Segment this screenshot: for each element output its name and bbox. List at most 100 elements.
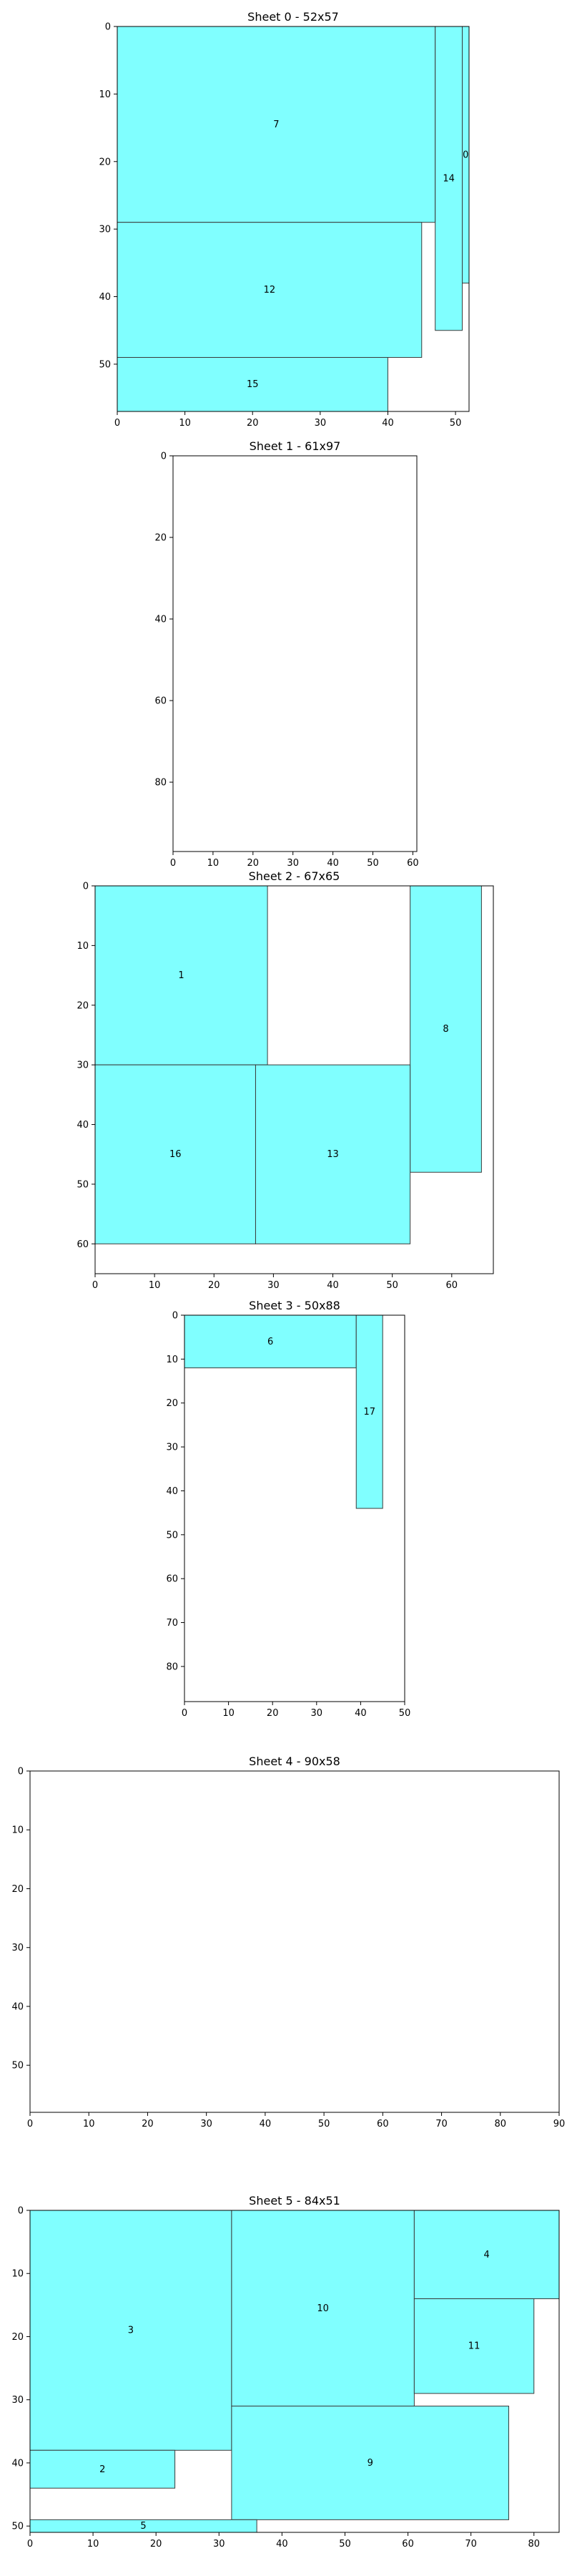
sheet-title: Sheet 3 - 50x88: [249, 1299, 340, 1312]
y-tick-label: 80: [154, 778, 167, 789]
piece-label: 7: [273, 119, 279, 130]
x-tick-label: 30: [311, 1708, 323, 1719]
x-tick-label: 0: [114, 418, 120, 429]
x-tick-label: 60: [377, 2119, 389, 2129]
piece-label: 15: [247, 379, 259, 390]
piece-label: 5: [140, 2521, 146, 2532]
y-tick-label: 50: [99, 359, 111, 370]
y-tick-label: 10: [11, 2269, 24, 2280]
y-tick-label: 20: [154, 533, 167, 544]
sheet-chart-4: Sheet 4 - 90x58 0 10 20 30 40 50 60 70 80 90 0 10 20 3…: [11, 1755, 565, 2129]
axes-frame: [184, 1314, 405, 1702]
x-tick-label: 30: [315, 418, 327, 429]
sheet-chart-3: Sheet 3 - 50x88 6 17 0 10 20 30 40 50 0 10 20 30 40 50…: [166, 1299, 410, 1719]
x-tick-label: 60: [446, 1280, 458, 1291]
sheet-title: Sheet 1 - 61x97: [250, 439, 341, 453]
y-tick-label: 30: [166, 1443, 178, 1453]
y-tick-label: 10: [99, 89, 111, 100]
piece-label: 2: [99, 2464, 105, 2475]
x-tick-label: 20: [247, 418, 259, 429]
piece-label: 9: [368, 2458, 373, 2469]
piece-rect: [231, 2406, 510, 2520]
y-tick-label: 10: [77, 941, 89, 952]
piece-label: 11: [468, 2341, 480, 2352]
axes-frame: [117, 26, 470, 412]
y-tick-label: 30: [99, 225, 111, 235]
piece-rect: [231, 2210, 415, 2407]
x-tick-label: 80: [495, 2119, 507, 2129]
y-tick-label: 40: [166, 1486, 178, 1497]
x-tick-label: 10: [149, 1280, 161, 1291]
y-tick-label: 40: [11, 2458, 24, 2469]
y-tick-label: 20: [77, 1000, 89, 1011]
axes-frame: [94, 885, 494, 1274]
piece-rect: [355, 1314, 383, 1509]
y-tick-label: 0: [18, 2206, 24, 2217]
y-tick-label: 50: [11, 2061, 24, 2072]
y-tick-label: 60: [154, 696, 167, 707]
piece-label: 8: [443, 1024, 448, 1035]
x-tick-label: 0: [27, 2539, 33, 2550]
x-tick-label: 20: [208, 1280, 220, 1291]
y-tick-label: 40: [154, 615, 167, 625]
y-tick-label: 50: [77, 1179, 89, 1190]
x-tick-label: 60: [402, 2539, 414, 2550]
x-tick-label: 10: [222, 1708, 235, 1719]
piece-label: 6: [267, 1337, 273, 1347]
x-tick-label: 50: [339, 2539, 351, 2550]
piece-label: 1: [178, 970, 184, 981]
y-tick-label: 0: [83, 882, 89, 892]
x-tick-label: 60: [407, 858, 419, 869]
axes-frame: [172, 455, 418, 852]
piece-rect: [29, 2449, 176, 2489]
x-tick-label: 50: [386, 1280, 398, 1291]
piece-rect: [435, 26, 463, 331]
x-tick-label: 50: [367, 858, 379, 869]
x-tick-label: 40: [276, 2539, 288, 2550]
sheet-title: Sheet 5 - 84x51: [249, 2194, 340, 2207]
sheet-chart-2: Sheet 2 - 67x65 1 8 16 13 0 10 20 30 40 50 60 0 10 20 3…: [77, 869, 494, 1291]
sheet-title: Sheet 4 - 90x58: [249, 1755, 340, 1768]
piece-rect: [117, 356, 388, 412]
piece-rect: [29, 2210, 232, 2451]
x-tick-label: 50: [450, 418, 462, 429]
piece-label: 16: [169, 1149, 182, 1160]
y-tick-label: 40: [11, 2001, 24, 2012]
piece-label: 10: [317, 2303, 329, 2314]
piece-label: 14: [443, 173, 455, 184]
x-tick-label: 10: [207, 858, 220, 869]
x-tick-label: 40: [260, 2119, 272, 2129]
y-tick-label: 10: [11, 1825, 24, 1836]
y-tick-label: 0: [172, 1311, 178, 1322]
x-tick-label: 0: [92, 1280, 98, 1291]
piece-rect: [184, 1314, 357, 1369]
x-tick-label: 30: [213, 2539, 225, 2550]
piece-label: 0: [463, 150, 468, 160]
x-tick-label: 50: [399, 1708, 411, 1719]
piece-label: 4: [484, 2250, 490, 2260]
x-tick-label: 90: [553, 2119, 566, 2129]
y-tick-label: 30: [11, 2395, 24, 2406]
x-tick-label: 10: [179, 418, 191, 429]
x-tick-label: 70: [465, 2539, 477, 2550]
y-tick-label: 70: [166, 1618, 178, 1629]
y-tick-label: 50: [166, 1530, 178, 1541]
x-tick-label: 40: [382, 418, 394, 429]
y-tick-label: 0: [161, 452, 167, 462]
piece-rect: [410, 885, 482, 1173]
sheet-chart-1: Sheet 1 - 61x97 0 10 20 30 40 50 60 0 20 40 60 80: [154, 439, 418, 869]
y-tick-label: 0: [105, 22, 111, 33]
x-tick-label: 40: [327, 858, 339, 869]
piece-label: 12: [264, 285, 276, 296]
y-tick-label: 20: [11, 2332, 24, 2343]
y-tick-label: 80: [166, 1662, 178, 1672]
y-tick-label: 0: [18, 1767, 24, 1777]
piece-label: 17: [363, 1407, 375, 1418]
x-tick-label: 0: [170, 858, 176, 869]
x-tick-label: 30: [267, 1280, 280, 1291]
y-tick-label: 10: [166, 1355, 178, 1365]
x-tick-label: 20: [142, 2119, 154, 2129]
sheet-chart-0: Sheet 0 - 52x57 7 14 0 12 15 0 10 20 30 40 50 0 10 20 3…: [99, 10, 470, 429]
x-tick-label: 40: [327, 1280, 339, 1291]
